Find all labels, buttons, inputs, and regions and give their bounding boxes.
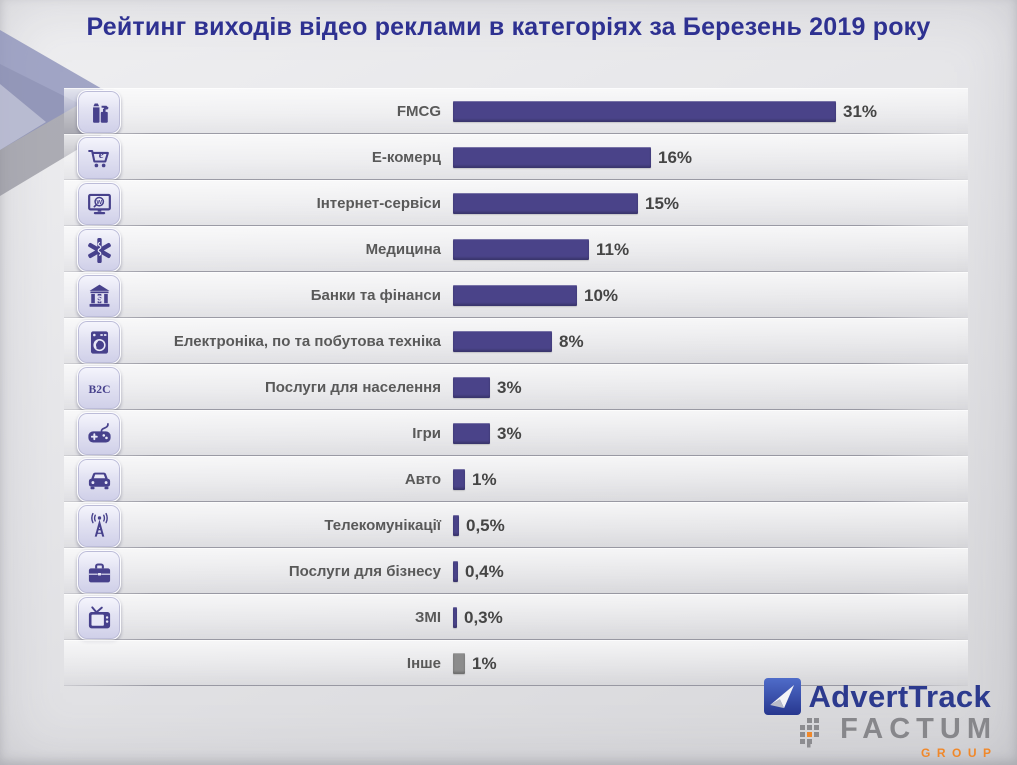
svg-text:$: $ [97, 293, 102, 303]
category-label: ЗМІ [414, 608, 441, 626]
bank-finance-icon: $ [77, 274, 121, 318]
bar [453, 331, 552, 352]
value-label: 3% [497, 423, 522, 443]
bar [453, 653, 465, 674]
value-label: 31% [843, 101, 878, 121]
bar [453, 285, 577, 306]
telecom-tower-icon [77, 504, 121, 548]
chart-row: Інше 1% [64, 640, 968, 686]
category-label: Телекомунікації [324, 516, 441, 534]
category-label: Е-комерц [371, 148, 441, 166]
medicine-icon [77, 228, 121, 272]
category-label: Банки та фінанси [310, 286, 441, 304]
chart-row: Медицина 11% [64, 226, 968, 272]
bar [453, 193, 638, 214]
chart-row: Послуги для бізнесу 0,4% [64, 548, 968, 594]
chart-row: B2C Послуги для населення 3% [64, 364, 968, 410]
factum-dots-icon [798, 716, 831, 749]
chart-row: $ Банки та фінанси 10% [64, 272, 968, 318]
svg-text:w: w [95, 198, 102, 206]
value-label: 1% [472, 469, 497, 489]
category-label: Інше [406, 654, 441, 672]
b2c-icon: B2C [77, 366, 121, 410]
chart-row: Авто 1% [64, 456, 968, 502]
internet-services-icon: w [77, 182, 121, 226]
value-label: 10% [584, 285, 619, 305]
fmcg-products-icon [77, 90, 121, 134]
bar [453, 469, 465, 490]
value-label: 0,5% [466, 515, 505, 535]
bar [453, 101, 836, 122]
bar [453, 377, 490, 398]
footer-logos: AdvertTrack FACTUM GROUP [764, 678, 991, 760]
factum-wordmark: FACTUM [840, 713, 997, 746]
value-label: 1% [472, 653, 497, 673]
svg-text:e: e [98, 147, 103, 160]
chart-row: FMCG 31% [64, 88, 968, 134]
bar [453, 607, 457, 628]
adverttrack-wordmark: AdvertTrack [808, 678, 991, 714]
chart-row: Ігри 3% [64, 410, 968, 456]
value-label: 0,3% [464, 607, 503, 627]
page-title: Рейтинг виходів відео реклами в категорі… [86, 13, 931, 41]
svg-text:B2C: B2C [88, 383, 110, 396]
category-label: Послуги для бізнесу [288, 562, 441, 580]
games-gamepad-icon [77, 412, 121, 456]
bar [453, 423, 490, 444]
chart-row: ЗМІ 0,3% [64, 594, 968, 640]
bar [453, 147, 651, 168]
chart-row: e Е-комерц 16% [64, 134, 968, 180]
category-label: FMCG [396, 102, 441, 120]
bar-chart: FMCG 31% e Е-комерц 16% w Інтернет-сервіси 15% М… [64, 88, 968, 686]
business-briefcase-icon [77, 550, 121, 594]
value-label: 3% [497, 377, 522, 397]
category-label: Послуги для населення [264, 378, 441, 396]
value-label: 0,4% [465, 561, 504, 581]
category-label: Медицина [365, 240, 441, 258]
media-tv-icon [77, 596, 121, 640]
value-label: 11% [596, 239, 630, 259]
value-label: 8% [559, 331, 584, 351]
ecommerce-cart-icon: e [77, 136, 121, 180]
value-label: 16% [658, 147, 693, 167]
category-label: Авто [404, 470, 441, 488]
chart-row: w Інтернет-сервіси 15% [64, 180, 968, 226]
home-appliances-icon [77, 320, 121, 364]
bar [453, 561, 458, 582]
category-label: Електроніка, по та побутова техніка [173, 332, 441, 350]
factum-group-label: GROUP [920, 746, 998, 760]
value-label: 15% [645, 193, 680, 213]
bar [453, 239, 589, 260]
chart-row: Електроніка, по та побутова техніка 8% [64, 318, 968, 364]
bar [453, 515, 459, 536]
category-label: Ігри [412, 424, 441, 442]
chart-row: Телекомунікації 0,5% [64, 502, 968, 548]
adverttrack-logo-icon [764, 678, 802, 716]
category-label: Інтернет-сервіси [316, 194, 441, 212]
auto-car-icon [77, 458, 121, 502]
